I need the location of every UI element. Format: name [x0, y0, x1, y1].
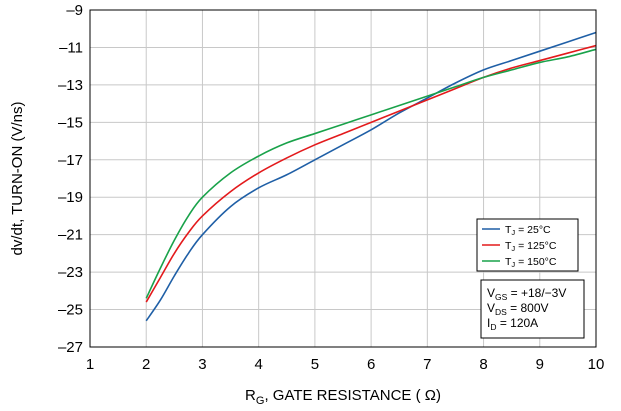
x-tick-label: 9: [536, 356, 544, 373]
y-tick-label: –25: [58, 302, 83, 319]
y-tick-label: –9: [66, 2, 83, 19]
y-tick-label: –17: [58, 152, 83, 169]
y-tick-label: –19: [58, 189, 83, 206]
y-tick-label: –11: [59, 39, 83, 56]
condition-line: VDS = 800V: [487, 301, 549, 317]
y-tick-labels: –9 –11 –13 –15 –17 –19 –21 –23 –25 –27: [58, 2, 83, 356]
x-tick-labels: 1 2 3 4 5 6 7 8 9 10: [86, 356, 605, 373]
x-axis-title: RG, GATE RESISTANCE ( Ω): [245, 387, 441, 407]
x-tick-label: 8: [479, 356, 487, 373]
y-axis-title: dv/dt, TURN-ON (V/ns): [9, 102, 26, 256]
series-line: [145, 31, 597, 322]
legend-label: TJ = 25°C: [505, 224, 551, 237]
y-tick-label: –15: [58, 114, 83, 131]
conditions-frame: [480, 279, 585, 339]
y-tick-label: –13: [58, 77, 83, 94]
condition-line: ID = 120A: [487, 316, 538, 332]
series-line: [145, 48, 597, 299]
x-tick-label: 2: [142, 356, 150, 373]
x-axis-title-sub: G: [256, 395, 265, 407]
x-tick-label: 7: [423, 356, 431, 373]
y-tick-label: –23: [58, 264, 83, 281]
x-tick-label: 4: [254, 356, 262, 373]
x-tick-label: 3: [198, 356, 206, 373]
series-line: [145, 44, 597, 303]
y-tick-label: –27: [58, 339, 83, 356]
x-tick-label: 5: [311, 356, 319, 373]
condition-line: VGS = +18/−3V: [487, 286, 566, 302]
x-tick-label: 10: [588, 356, 605, 373]
x-axis-title-rest: , GATE RESISTANCE ( Ω): [264, 387, 441, 404]
legend-label: TJ = 150°C: [505, 256, 557, 269]
x-tick-label: 1: [86, 356, 94, 373]
plot-frame: [89, 9, 597, 348]
legend: TJ = 25°C TJ = 125°C TJ = 150°C: [476, 218, 579, 272]
series-lines: [145, 31, 597, 322]
legend-label: TJ = 125°C: [505, 240, 557, 253]
x-axis-title-r: R: [245, 387, 256, 404]
y-tick-label: –21: [58, 227, 83, 244]
x-tick-label: 6: [367, 356, 375, 373]
